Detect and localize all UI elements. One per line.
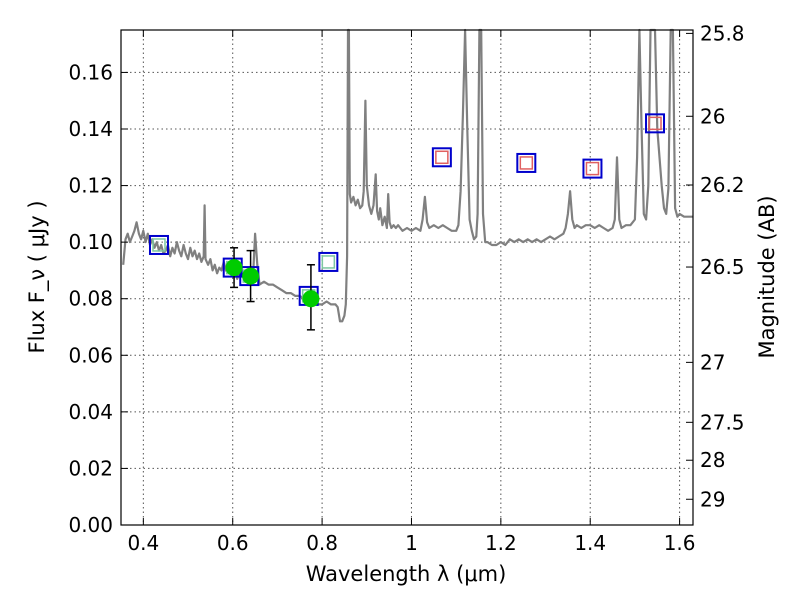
observed-detections <box>225 247 320 331</box>
x-tick-label: 0.8 <box>306 531 338 555</box>
y-tick-label: 0.16 <box>68 60 113 84</box>
model-box-inner <box>648 116 662 131</box>
model-box-inner <box>321 255 336 269</box>
right-axis-label: Magnitude (AB) <box>755 195 779 358</box>
detection-point <box>225 259 243 277</box>
y-axis-ticks: 0.00 0.02 0.04 0.06 0.08 0.10 0.12 0.14 0.16 <box>68 60 128 537</box>
right-axis-ticks: 25.8 26 26.2 26.5 27 27.5 28 29 <box>686 21 745 511</box>
right-tick-label: 27.5 <box>700 410 745 434</box>
right-tick-label: 26 <box>700 104 725 128</box>
x-tick-label: 1.2 <box>485 531 517 555</box>
template-spectrum <box>122 28 693 323</box>
y-tick-label: 0.12 <box>68 174 113 198</box>
y-tick-label: 0.06 <box>68 343 113 367</box>
right-tick-label: 25.8 <box>700 21 745 45</box>
model-box <box>582 158 603 179</box>
model-box-inner <box>585 161 600 176</box>
right-tick-label: 26.2 <box>700 173 745 197</box>
right-tick-label: 28 <box>700 448 725 472</box>
right-tick-label: 26.5 <box>700 255 745 279</box>
y-tick-label: 0.08 <box>68 287 113 311</box>
right-tick-label: 27 <box>700 350 725 374</box>
model-box-inner <box>435 150 449 165</box>
model-photometry-boxes <box>148 113 666 306</box>
plot-frame <box>120 29 694 526</box>
x-tick-label: 1.4 <box>574 531 606 555</box>
y-tick-label: 0.04 <box>68 400 113 424</box>
grid-lines <box>121 30 693 526</box>
x-tick-label: 0.6 <box>217 531 249 555</box>
x-axis-ticks: 0.4 0.6 0.8 1 1.2 1.4 1.6 <box>127 30 696 555</box>
x-tick-label: 0.4 <box>127 531 159 555</box>
model-box-inner <box>152 238 166 252</box>
y-tick-label: 0.10 <box>68 230 113 254</box>
model-box <box>431 147 452 168</box>
x-tick-label: 1.6 <box>664 531 696 555</box>
model-box <box>318 251 339 272</box>
x-tick-label: 1 <box>405 531 418 555</box>
model-box <box>516 152 537 173</box>
model-box-inner <box>519 156 534 170</box>
right-tick-label: 29 <box>700 487 725 511</box>
y-tick-label: 0.02 <box>68 456 113 480</box>
model-box <box>148 234 169 255</box>
spectrum-line <box>122 28 693 323</box>
y-axis-label: Flux F_ν ( μJy ) <box>25 200 50 353</box>
detection-point <box>302 290 320 308</box>
model-box <box>645 113 666 134</box>
detection-point <box>242 267 260 285</box>
x-axis-label: Wavelength λ (μm) <box>306 562 507 586</box>
y-tick-label: 0.14 <box>68 117 113 141</box>
y-tick-label: 0.00 <box>68 513 113 537</box>
